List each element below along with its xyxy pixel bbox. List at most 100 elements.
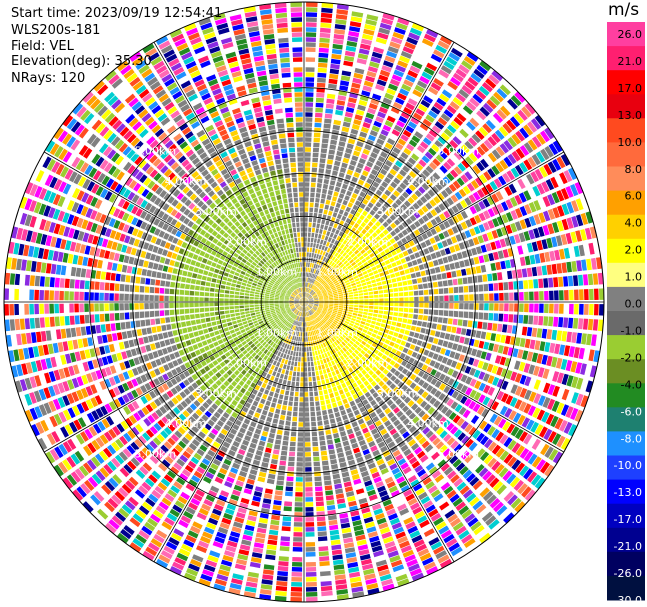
gate-cell (342, 121, 351, 128)
gate-cell (161, 497, 172, 507)
gate-cell (377, 388, 384, 395)
gate-cell (288, 334, 292, 339)
gate-cell (379, 327, 385, 332)
gate-cell (287, 310, 292, 314)
gate-cell (230, 366, 237, 372)
gate-cell (192, 391, 200, 399)
gate-cell (378, 380, 385, 387)
gate-cell (478, 224, 486, 233)
gate-cell (524, 255, 531, 266)
gate-cell (319, 286, 324, 290)
gate-cell (400, 545, 412, 554)
gate-cell (446, 158, 456, 167)
gate-cell (43, 402, 52, 414)
gate-cell (210, 463, 219, 471)
gate-cell (292, 325, 295, 330)
gate-cell (307, 247, 310, 252)
gate-cell (320, 400, 326, 406)
gate-cell (261, 347, 266, 352)
gate-cell (411, 193, 419, 201)
gate-cell (308, 305, 312, 309)
gate-cell (427, 282, 433, 288)
gate-cell (351, 515, 361, 522)
gate-cell (184, 362, 191, 369)
gate-cell (340, 80, 350, 87)
gate-cell (514, 303, 519, 312)
gate-cell (340, 273, 346, 278)
gate-cell (161, 383, 169, 391)
gate-cell (307, 277, 309, 283)
gate-cell (551, 236, 558, 248)
gate-cell (345, 424, 352, 430)
gate-cell (353, 426, 360, 433)
gate-cell (348, 164, 355, 171)
gate-cell (326, 321, 331, 325)
gate-cell (206, 322, 212, 328)
gate-cell (215, 379, 222, 386)
gate-cell (503, 512, 515, 524)
gate-cell (502, 324, 508, 333)
gate-cell (429, 199, 437, 207)
gate-cell (171, 344, 178, 352)
gate-cell (483, 171, 492, 181)
gate-cell (316, 323, 320, 328)
gate-cell (392, 164, 400, 172)
gate-cell (345, 107, 355, 113)
gate-cell (526, 351, 534, 362)
gate-cell (416, 397, 424, 405)
velocity-gates (4, 2, 604, 602)
gate-cell (241, 423, 249, 430)
gate-cell (401, 229, 409, 236)
gate-cell (407, 497, 418, 506)
gate-cell (288, 339, 292, 345)
gate-cell (403, 200, 411, 208)
gate-cell (382, 343, 389, 349)
gate-cell (519, 431, 528, 442)
gate-cell (356, 456, 364, 463)
gate-cell (310, 309, 315, 313)
gate-cell (382, 236, 389, 243)
gate-cell (328, 296, 334, 298)
gate-cell (374, 355, 381, 362)
gate-cell (488, 342, 495, 352)
gate-cell (314, 340, 318, 346)
gate-cell (398, 195, 406, 203)
gate-cell (346, 557, 358, 564)
gate-cell (462, 105, 474, 115)
gate-cell (356, 58, 367, 65)
gate-cell (399, 245, 406, 252)
gate-cell (279, 363, 284, 369)
gate-cell (311, 292, 316, 296)
gate-cell (367, 407, 374, 414)
gate-cell (256, 327, 262, 332)
gate-cell (514, 234, 521, 244)
gate-cell (362, 33, 374, 41)
gate-cell (103, 431, 113, 442)
gate-cell (527, 121, 538, 133)
gate-cell (199, 462, 208, 470)
gate-cell (514, 221, 522, 231)
gate-cell (214, 399, 222, 407)
gate-cell (244, 402, 251, 409)
gate-cell (310, 341, 313, 347)
gate-cell (314, 299, 319, 301)
gate-cell (330, 324, 335, 329)
gate-cell (506, 473, 517, 485)
gate-cell (478, 85, 490, 97)
gate-cell (342, 312, 348, 316)
gate-cell (120, 528, 132, 540)
gate-cell (306, 306, 309, 311)
gate-cell (372, 205, 379, 212)
gate-cell (261, 409, 268, 416)
gate-cell (336, 276, 342, 280)
gate-cell (430, 106, 441, 115)
gate-cell (434, 206, 442, 214)
gate-cell (171, 397, 179, 405)
gate-cell (417, 388, 425, 396)
gate-cell (348, 292, 353, 295)
gate-cell (313, 386, 318, 392)
gate-cell (362, 448, 370, 456)
gate-cell (360, 249, 366, 255)
gate-cell (367, 259, 373, 264)
gate-cell (305, 132, 312, 137)
